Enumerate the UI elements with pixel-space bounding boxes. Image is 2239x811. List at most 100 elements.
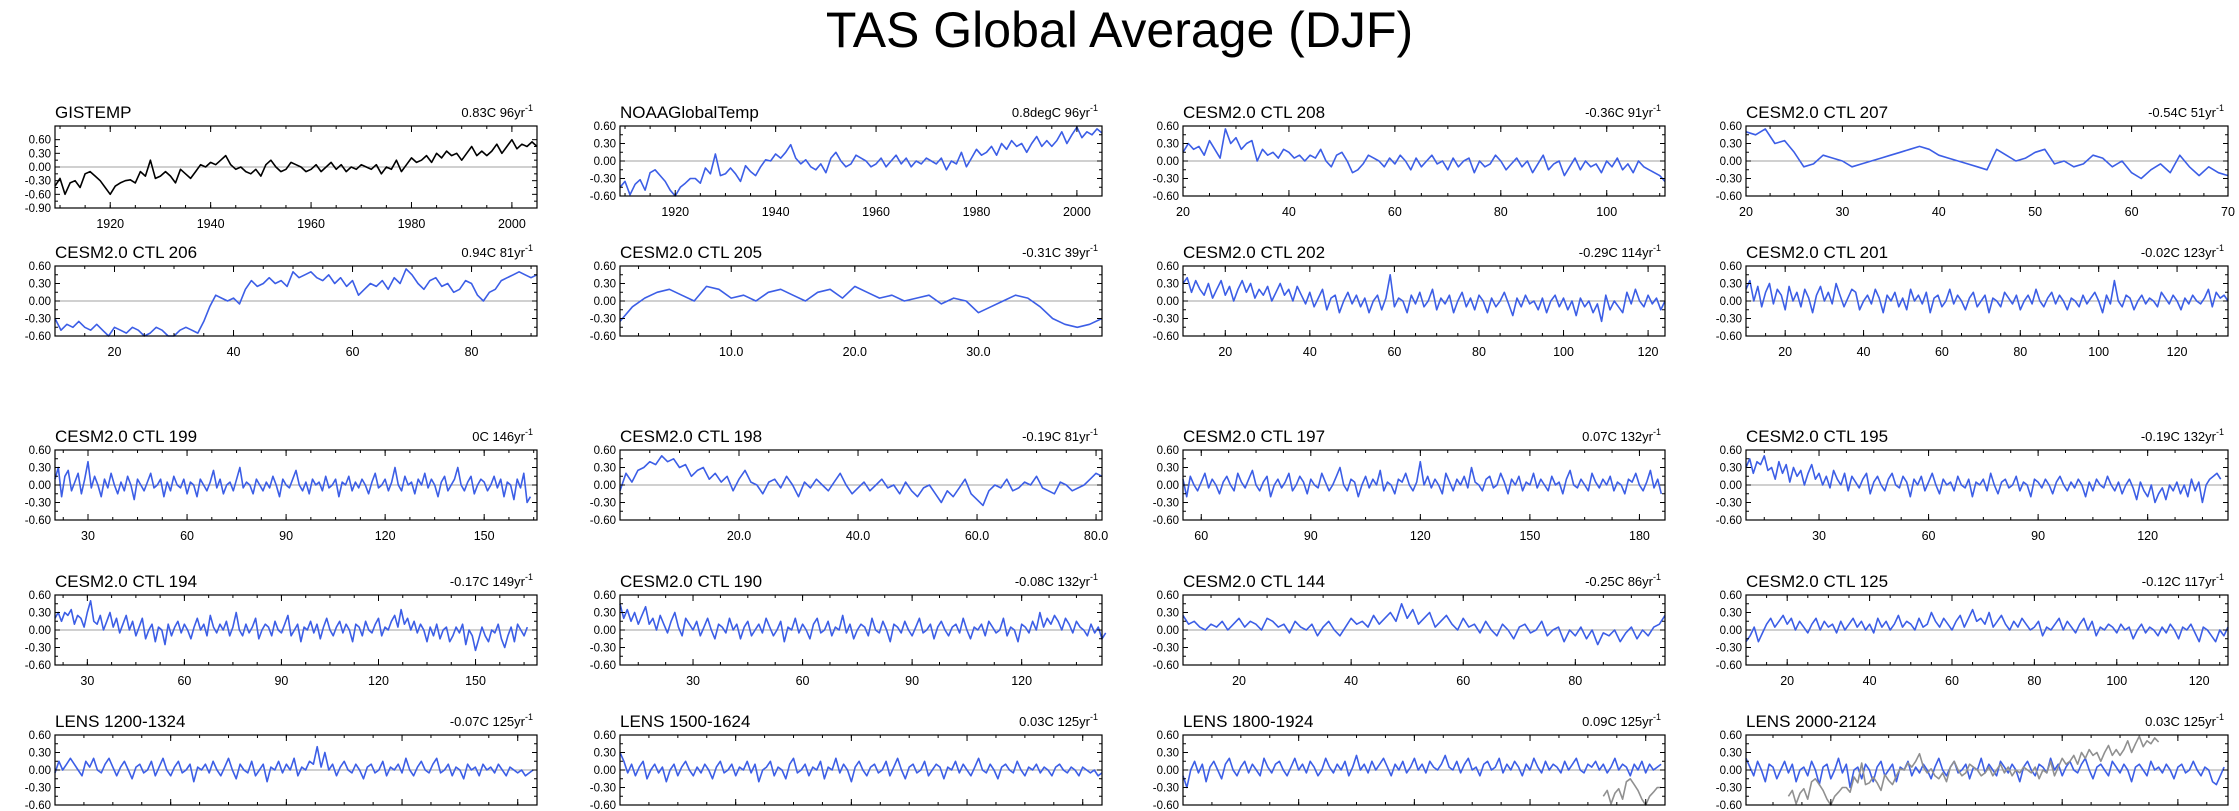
panel-17: LENS 1200-1324 -0.07C 125yr-1 0.60 0.30 0.00… bbox=[25, 712, 538, 811]
x-tick-label: 30 bbox=[686, 674, 700, 688]
y-tick-label: -0.60 bbox=[590, 800, 616, 811]
y-tick-label: 0.60 bbox=[1720, 445, 1742, 457]
x-tick-label: 150 bbox=[1519, 529, 1540, 543]
y-tick-label: -0.30 bbox=[25, 176, 51, 188]
x-tick-label: 60 bbox=[177, 674, 191, 688]
y-tick-label: 0.60 bbox=[29, 730, 51, 742]
y-tick-label: -0.30 bbox=[590, 783, 616, 795]
y-tick-label: -0.60 bbox=[1153, 660, 1179, 672]
panel-title: CESM2.0 CTL 198 bbox=[620, 427, 762, 446]
panel-9: CESM2.0 CTL 199 0C 146yr-1 0.60 0.30 0.00 -0.… bbox=[25, 427, 538, 543]
x-tick-label: 60 bbox=[1935, 345, 1949, 359]
y-tick-label: 0.00 bbox=[29, 625, 51, 637]
series-line-1 bbox=[54, 745, 534, 783]
y-tick-label: 0.30 bbox=[594, 748, 616, 760]
x-tick-label: 90 bbox=[2031, 529, 2045, 543]
y-tick-label: 0.30 bbox=[1720, 608, 1742, 620]
x-tick-label: 40 bbox=[1344, 674, 1358, 688]
y-tick-label: 0.00 bbox=[1720, 296, 1742, 308]
y-tick-label: 0.60 bbox=[594, 730, 616, 742]
x-tick-label: 20.0 bbox=[727, 529, 751, 543]
y-tick-label: 0.00 bbox=[1157, 765, 1179, 777]
panel-annotation: 0.03C 125yr-1 bbox=[1019, 712, 1098, 729]
y-tick-label: 0.60 bbox=[29, 445, 51, 457]
panel-title: CESM2.0 CTL 190 bbox=[620, 572, 762, 591]
x-tick-label: 40 bbox=[1932, 205, 1946, 219]
x-tick-label: 40 bbox=[1857, 345, 1871, 359]
y-tick-label: 0.30 bbox=[29, 748, 51, 760]
y-tick-label: -0.60 bbox=[1716, 191, 1742, 203]
series-line-1 bbox=[54, 460, 532, 504]
x-tick-label: 30 bbox=[81, 529, 95, 543]
series-line-1 bbox=[619, 454, 1103, 507]
page-title: TAS Global Average (DJF) bbox=[825, 2, 1414, 58]
x-tick-label: 40 bbox=[227, 345, 241, 359]
series-line-1 bbox=[1182, 754, 1662, 789]
x-tick-label: 120 bbox=[1410, 529, 1431, 543]
series-line-2 bbox=[1787, 735, 2160, 806]
panel-title: CESM2.0 CTL 194 bbox=[55, 572, 197, 591]
series-line-1 bbox=[1745, 279, 2229, 314]
x-tick-label: 60 bbox=[346, 345, 360, 359]
panel-title: LENS 1500-1624 bbox=[620, 712, 750, 731]
y-tick-label: -0.30 bbox=[1153, 498, 1179, 510]
x-tick-label: 20 bbox=[1218, 345, 1232, 359]
y-tick-label: 0.30 bbox=[594, 608, 616, 620]
y-tick-label: 0.30 bbox=[29, 463, 51, 475]
x-tick-label: 180 bbox=[1629, 529, 1650, 543]
x-tick-label: 20 bbox=[1739, 205, 1753, 219]
y-tick-label: -0.30 bbox=[1153, 174, 1179, 186]
x-tick-label: 90 bbox=[279, 529, 293, 543]
y-tick-label: -0.60 bbox=[25, 331, 51, 343]
y-tick-label: 0.60 bbox=[1157, 730, 1179, 742]
panel-13: CESM2.0 CTL 194 -0.17C 149yr-1 0.60 0.30 0.0… bbox=[25, 572, 538, 688]
x-tick-label: 60 bbox=[1456, 674, 1470, 688]
y-tick-label: -0.30 bbox=[1153, 643, 1179, 655]
x-tick-label: 60 bbox=[1945, 674, 1959, 688]
x-tick-label: 1920 bbox=[661, 205, 689, 219]
x-tick-label: 2000 bbox=[1063, 205, 1091, 219]
x-tick-label: 1920 bbox=[96, 217, 124, 231]
panel-title: GISTEMP bbox=[55, 103, 132, 122]
panel-annotation: 0.09C 125yr-1 bbox=[1582, 712, 1661, 729]
panel-annotation: -0.29C 114yr-1 bbox=[1579, 243, 1661, 260]
x-tick-label: 100 bbox=[1596, 205, 1617, 219]
y-tick-label: -0.30 bbox=[590, 314, 616, 326]
x-tick-label: 30 bbox=[80, 674, 94, 688]
y-tick-label: 0.30 bbox=[29, 279, 51, 291]
x-tick-label: 100 bbox=[2106, 674, 2127, 688]
x-tick-label: 150 bbox=[465, 674, 486, 688]
y-tick-label: -0.60 bbox=[1716, 515, 1742, 527]
x-tick-label: 30.0 bbox=[966, 345, 990, 359]
y-tick-label: 0.00 bbox=[1720, 765, 1742, 777]
panel-14: CESM2.0 CTL 190 -0.08C 132yr-1 0.60 0.30 0.0… bbox=[590, 572, 1107, 688]
panel-annotation: -0.31C 39yr-1 bbox=[1022, 243, 1098, 260]
y-tick-label: 0.00 bbox=[1157, 156, 1179, 168]
series-line-2 bbox=[1602, 777, 1662, 806]
y-tick-label: 0.30 bbox=[29, 608, 51, 620]
y-tick-label: 0.60 bbox=[594, 445, 616, 457]
panel-1: GISTEMP 0.83C 96yr-1 0.600.30 0.00 -0.30-0.6… bbox=[25, 103, 538, 231]
y-tick-label: 0.30 bbox=[1157, 748, 1179, 760]
y-tick-label: 0.60 bbox=[29, 261, 51, 273]
x-tick-label: 120 bbox=[368, 674, 389, 688]
y-tick-label: -0.30 bbox=[590, 498, 616, 510]
y-tick-label: 0.00 bbox=[29, 296, 51, 308]
series-line-1 bbox=[54, 138, 538, 196]
x-tick-label: 120 bbox=[2167, 345, 2188, 359]
y-tick-label: 0.60 bbox=[1720, 261, 1742, 273]
y-tick-label: 0.30 bbox=[1720, 279, 1742, 291]
y-tick-label: -0.60 bbox=[1153, 515, 1179, 527]
x-tick-label: 60 bbox=[1387, 345, 1401, 359]
y-tick-label: 0.00 bbox=[1720, 156, 1742, 168]
panel-title: CESM2.0 CTL 197 bbox=[1183, 427, 1325, 446]
panel-2: NOAAGlobalTemp 0.8degC 96yr-1 0.60 0.30 0.00… bbox=[590, 103, 1103, 219]
y-tick-label: 0.30 bbox=[1720, 463, 1742, 475]
panel-title: CESM2.0 CTL 195 bbox=[1746, 427, 1888, 446]
panel-annotation: 0.94C 81yr-1 bbox=[461, 243, 533, 260]
x-tick-label: 10.0 bbox=[719, 345, 743, 359]
panel-annotation: 0C 146yr-1 bbox=[472, 427, 533, 444]
panel-12: CESM2.0 CTL 195 -0.19C 132yr-1 0.60 0.30 0.0… bbox=[1716, 427, 2229, 543]
x-tick-label: 90 bbox=[1304, 529, 1318, 543]
